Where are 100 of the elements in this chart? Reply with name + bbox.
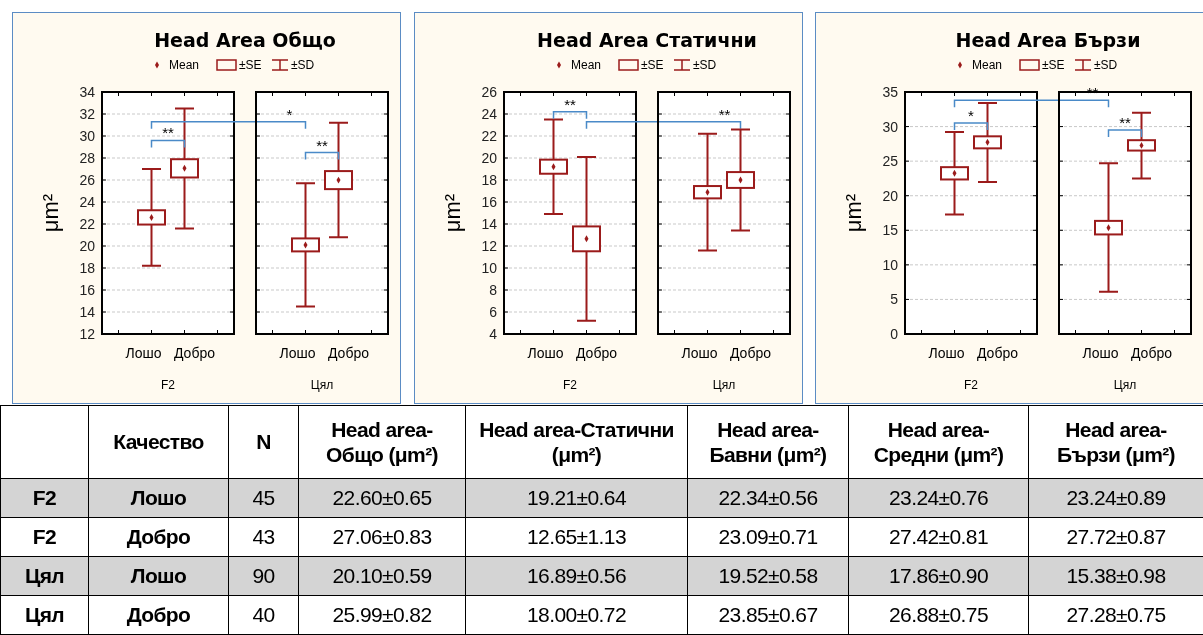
y-tick-label: 20 bbox=[882, 187, 899, 204]
y-tick-label: 25 bbox=[882, 153, 899, 170]
y-tick-label: 22 bbox=[79, 215, 96, 232]
text: 15.38±0.98 bbox=[1028, 556, 1203, 596]
text: 12.65±1.13 bbox=[465, 517, 688, 557]
text: 22.34±0.56 bbox=[687, 478, 849, 518]
x-tick-label: Лошо bbox=[279, 345, 316, 361]
y-tick-label: 5 bbox=[890, 291, 899, 308]
y-tick-label: 16 bbox=[480, 193, 497, 210]
y-tick-label: 20 bbox=[79, 237, 96, 254]
y-tick-label: 14 bbox=[79, 303, 96, 320]
y-tick-label: 20 bbox=[480, 149, 497, 166]
x-axis-title: Цял bbox=[1113, 378, 1137, 392]
text: 27.06±0.83 bbox=[298, 517, 466, 557]
y-tick-label: 0 bbox=[890, 325, 899, 342]
text: 27.42±0.81 bbox=[848, 517, 1029, 557]
text: Mean bbox=[972, 58, 1003, 72]
x-tick-label: Лошо bbox=[681, 345, 718, 361]
text: Цял bbox=[0, 595, 89, 635]
text: 23.24±0.76 bbox=[848, 478, 1029, 518]
y-tick-label: 12 bbox=[480, 237, 497, 254]
x-tick-label: Добро bbox=[327, 345, 370, 361]
x-tick-label: Добро bbox=[173, 345, 216, 361]
text: ±SE bbox=[1042, 58, 1065, 72]
x-tick-label: Добро bbox=[575, 345, 617, 361]
text: Цял bbox=[0, 556, 89, 596]
text: Head area-Средни (μm²) bbox=[872, 416, 1005, 468]
text: 90 bbox=[228, 556, 299, 596]
x-tick-label: Лошо bbox=[928, 345, 965, 361]
text: Head area-Бавни (μm²) bbox=[708, 416, 828, 468]
text: 22.60±0.65 bbox=[298, 478, 466, 518]
y-tick-label: 12 bbox=[79, 325, 96, 342]
text: Head area-Общо (μm²) bbox=[325, 416, 439, 468]
text: 26.88±0.75 bbox=[848, 595, 1029, 635]
text: Mean bbox=[169, 58, 200, 72]
y-tick-label: 24 bbox=[79, 193, 96, 210]
text: ±SD bbox=[1094, 58, 1118, 72]
text: 43 bbox=[228, 517, 299, 557]
text: F2 bbox=[0, 517, 89, 557]
text: Добро bbox=[88, 517, 229, 557]
y-tick-label: 6 bbox=[488, 303, 497, 320]
x-tick-label: Добро bbox=[976, 345, 1019, 361]
text: 45 bbox=[228, 478, 299, 518]
text: ±SD bbox=[291, 58, 315, 72]
y-tick-label: 4 bbox=[488, 325, 497, 342]
annotation: ** bbox=[316, 136, 328, 154]
text: Лошо bbox=[88, 556, 229, 596]
y-tick-label: 28 bbox=[79, 149, 96, 166]
text: Head area-Статични (μm²) bbox=[478, 416, 675, 468]
text: 25.99±0.82 bbox=[298, 595, 466, 635]
annotation: * bbox=[968, 107, 975, 125]
y-tick-label: 26 bbox=[480, 83, 497, 100]
x-axis-title: F2 bbox=[963, 378, 979, 392]
x-axis-title: F2 bbox=[160, 378, 176, 392]
y-axis-title: μm² bbox=[841, 193, 866, 233]
text: Mean bbox=[570, 58, 601, 72]
y-tick-label: 10 bbox=[480, 259, 497, 276]
text: 19.52±0.58 bbox=[687, 556, 849, 596]
chart-title: Head Area Статични bbox=[536, 29, 757, 51]
text: 16.89±0.56 bbox=[465, 556, 688, 596]
text: ±SE bbox=[640, 58, 664, 72]
text: 19.21±0.64 bbox=[465, 478, 688, 518]
text: 23.09±0.71 bbox=[687, 517, 849, 557]
text: Добро bbox=[88, 595, 229, 635]
text: 40 bbox=[228, 595, 299, 635]
y-tick-label: 18 bbox=[480, 171, 497, 188]
text: Head area-Бързи (μm²) bbox=[1055, 416, 1176, 468]
y-tick-label: 8 bbox=[488, 281, 497, 298]
x-tick-label: Добро bbox=[729, 345, 771, 361]
chart-title: Head Area Бързи bbox=[955, 29, 1141, 51]
text: 17.86±0.90 bbox=[848, 556, 1029, 596]
text: 27.28±0.75 bbox=[1028, 595, 1203, 635]
annotation: ** bbox=[1119, 114, 1131, 132]
x-tick-label: Добро bbox=[1130, 345, 1173, 361]
x-tick-label: Лошо bbox=[527, 345, 564, 361]
x-tick-label: Лошо bbox=[125, 345, 162, 361]
y-tick-label: 30 bbox=[882, 118, 899, 135]
text: F2 bbox=[0, 478, 89, 518]
text: 27.72±0.87 bbox=[1028, 517, 1203, 557]
x-tick-label: Лошо bbox=[1082, 345, 1119, 361]
text: N bbox=[255, 429, 272, 455]
x-axis-title: Цял bbox=[310, 378, 334, 392]
y-tick-label: 30 bbox=[79, 127, 96, 144]
text: 23.24±0.89 bbox=[1028, 478, 1203, 518]
text: ±SE bbox=[239, 58, 262, 72]
y-tick-label: 10 bbox=[882, 256, 899, 273]
y-tick-label: 15 bbox=[882, 222, 899, 239]
y-tick-label: 32 bbox=[79, 105, 96, 122]
text: 23.85±0.67 bbox=[687, 595, 849, 635]
text: 18.00±0.72 bbox=[465, 595, 688, 635]
y-tick-label: 26 bbox=[79, 171, 96, 188]
text: ±SD bbox=[692, 58, 717, 72]
y-tick-label: 22 bbox=[480, 127, 497, 144]
y-tick-label: 14 bbox=[480, 215, 497, 232]
annotation: ** bbox=[162, 124, 174, 142]
text: Качество bbox=[112, 429, 205, 455]
x-axis-title: Цял bbox=[712, 378, 735, 392]
annotation: ** bbox=[563, 95, 576, 113]
text: Лошо bbox=[88, 478, 229, 518]
y-tick-label: 24 bbox=[480, 105, 497, 122]
